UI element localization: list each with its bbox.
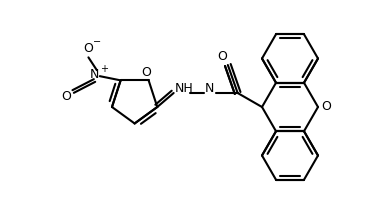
Text: O: O [321,100,331,114]
Text: O: O [217,51,227,63]
Text: N: N [90,68,99,81]
Text: O: O [84,42,93,55]
Text: −: − [93,37,101,47]
Text: +: + [100,64,108,74]
Text: O: O [142,66,152,79]
Text: NH: NH [174,83,193,95]
Text: O: O [62,90,72,103]
Text: N: N [205,83,214,95]
